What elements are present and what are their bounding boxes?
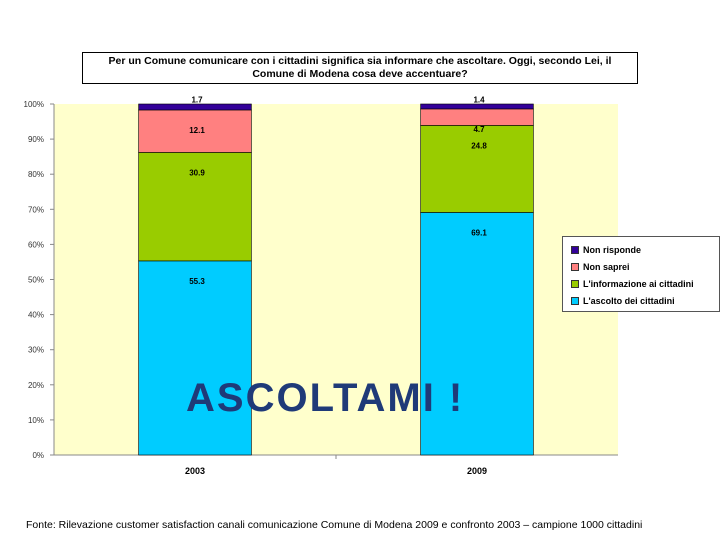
legend-label: L'ascolto dei cittadini bbox=[583, 295, 675, 306]
y-tick-label: 20% bbox=[28, 381, 44, 390]
bar-segment bbox=[420, 103, 534, 110]
bar-segment bbox=[420, 212, 534, 456]
data-label: 12.1 bbox=[189, 126, 205, 135]
bar-segment bbox=[420, 125, 534, 213]
chart-title-line-2: Comune di Modena cosa deve accentuare? bbox=[252, 68, 468, 80]
x-tick-label: 2009 bbox=[467, 466, 487, 476]
y-tick-label: 100% bbox=[24, 100, 44, 109]
y-tick-label: 90% bbox=[28, 135, 44, 144]
chart-title-line-1: Per un Comune comunicare con i cittadini… bbox=[108, 55, 612, 67]
bar-segment bbox=[420, 108, 534, 126]
data-label: 1.7 bbox=[191, 96, 203, 105]
legend-item: L'ascolto dei cittadini bbox=[571, 292, 719, 309]
y-tick-label: 0% bbox=[32, 451, 44, 460]
bar-segment bbox=[138, 260, 252, 456]
data-label: 24.8 bbox=[471, 141, 487, 150]
y-tick-label: 10% bbox=[28, 416, 44, 425]
legend-swatch bbox=[571, 296, 579, 305]
y-tick-label: 40% bbox=[28, 311, 44, 320]
overlay-slogan: ASCOLTAMI ! bbox=[186, 376, 465, 420]
data-label: 30.9 bbox=[189, 168, 205, 177]
legend-label: L'informazione ai cittadini bbox=[583, 278, 694, 289]
chart-title: Per un Comune comunicare con i cittadini… bbox=[82, 52, 638, 84]
legend-item: L'informazione ai cittadini bbox=[571, 275, 719, 292]
bar-segment bbox=[138, 152, 252, 262]
legend-label: Non risponde bbox=[583, 244, 641, 255]
legend-item: Non saprei bbox=[571, 258, 719, 275]
y-tick-label: 70% bbox=[28, 205, 44, 214]
y-tick-label: 60% bbox=[28, 240, 44, 249]
legend-item: Non risponde bbox=[571, 241, 719, 258]
data-label: 55.3 bbox=[189, 277, 205, 286]
legend-swatch bbox=[571, 245, 579, 254]
legend-swatch bbox=[571, 279, 579, 288]
y-tick-label: 30% bbox=[28, 346, 44, 355]
source-note: Fonte: Rilevazione customer satisfaction… bbox=[26, 519, 643, 531]
data-label: 1.4 bbox=[473, 96, 485, 105]
y-tick-label: 80% bbox=[28, 170, 44, 179]
x-tick-label: 2003 bbox=[185, 466, 205, 476]
chart-legend: Non risponde Non saprei L'informazione ai … bbox=[562, 236, 720, 312]
data-label: 4.7 bbox=[473, 125, 485, 134]
bar-segment bbox=[138, 109, 252, 153]
data-label: 69.1 bbox=[471, 228, 487, 237]
y-tick-label: 50% bbox=[28, 276, 44, 285]
bar-segment bbox=[138, 103, 252, 111]
legend-label: Non saprei bbox=[583, 261, 630, 272]
legend-swatch bbox=[571, 262, 579, 271]
